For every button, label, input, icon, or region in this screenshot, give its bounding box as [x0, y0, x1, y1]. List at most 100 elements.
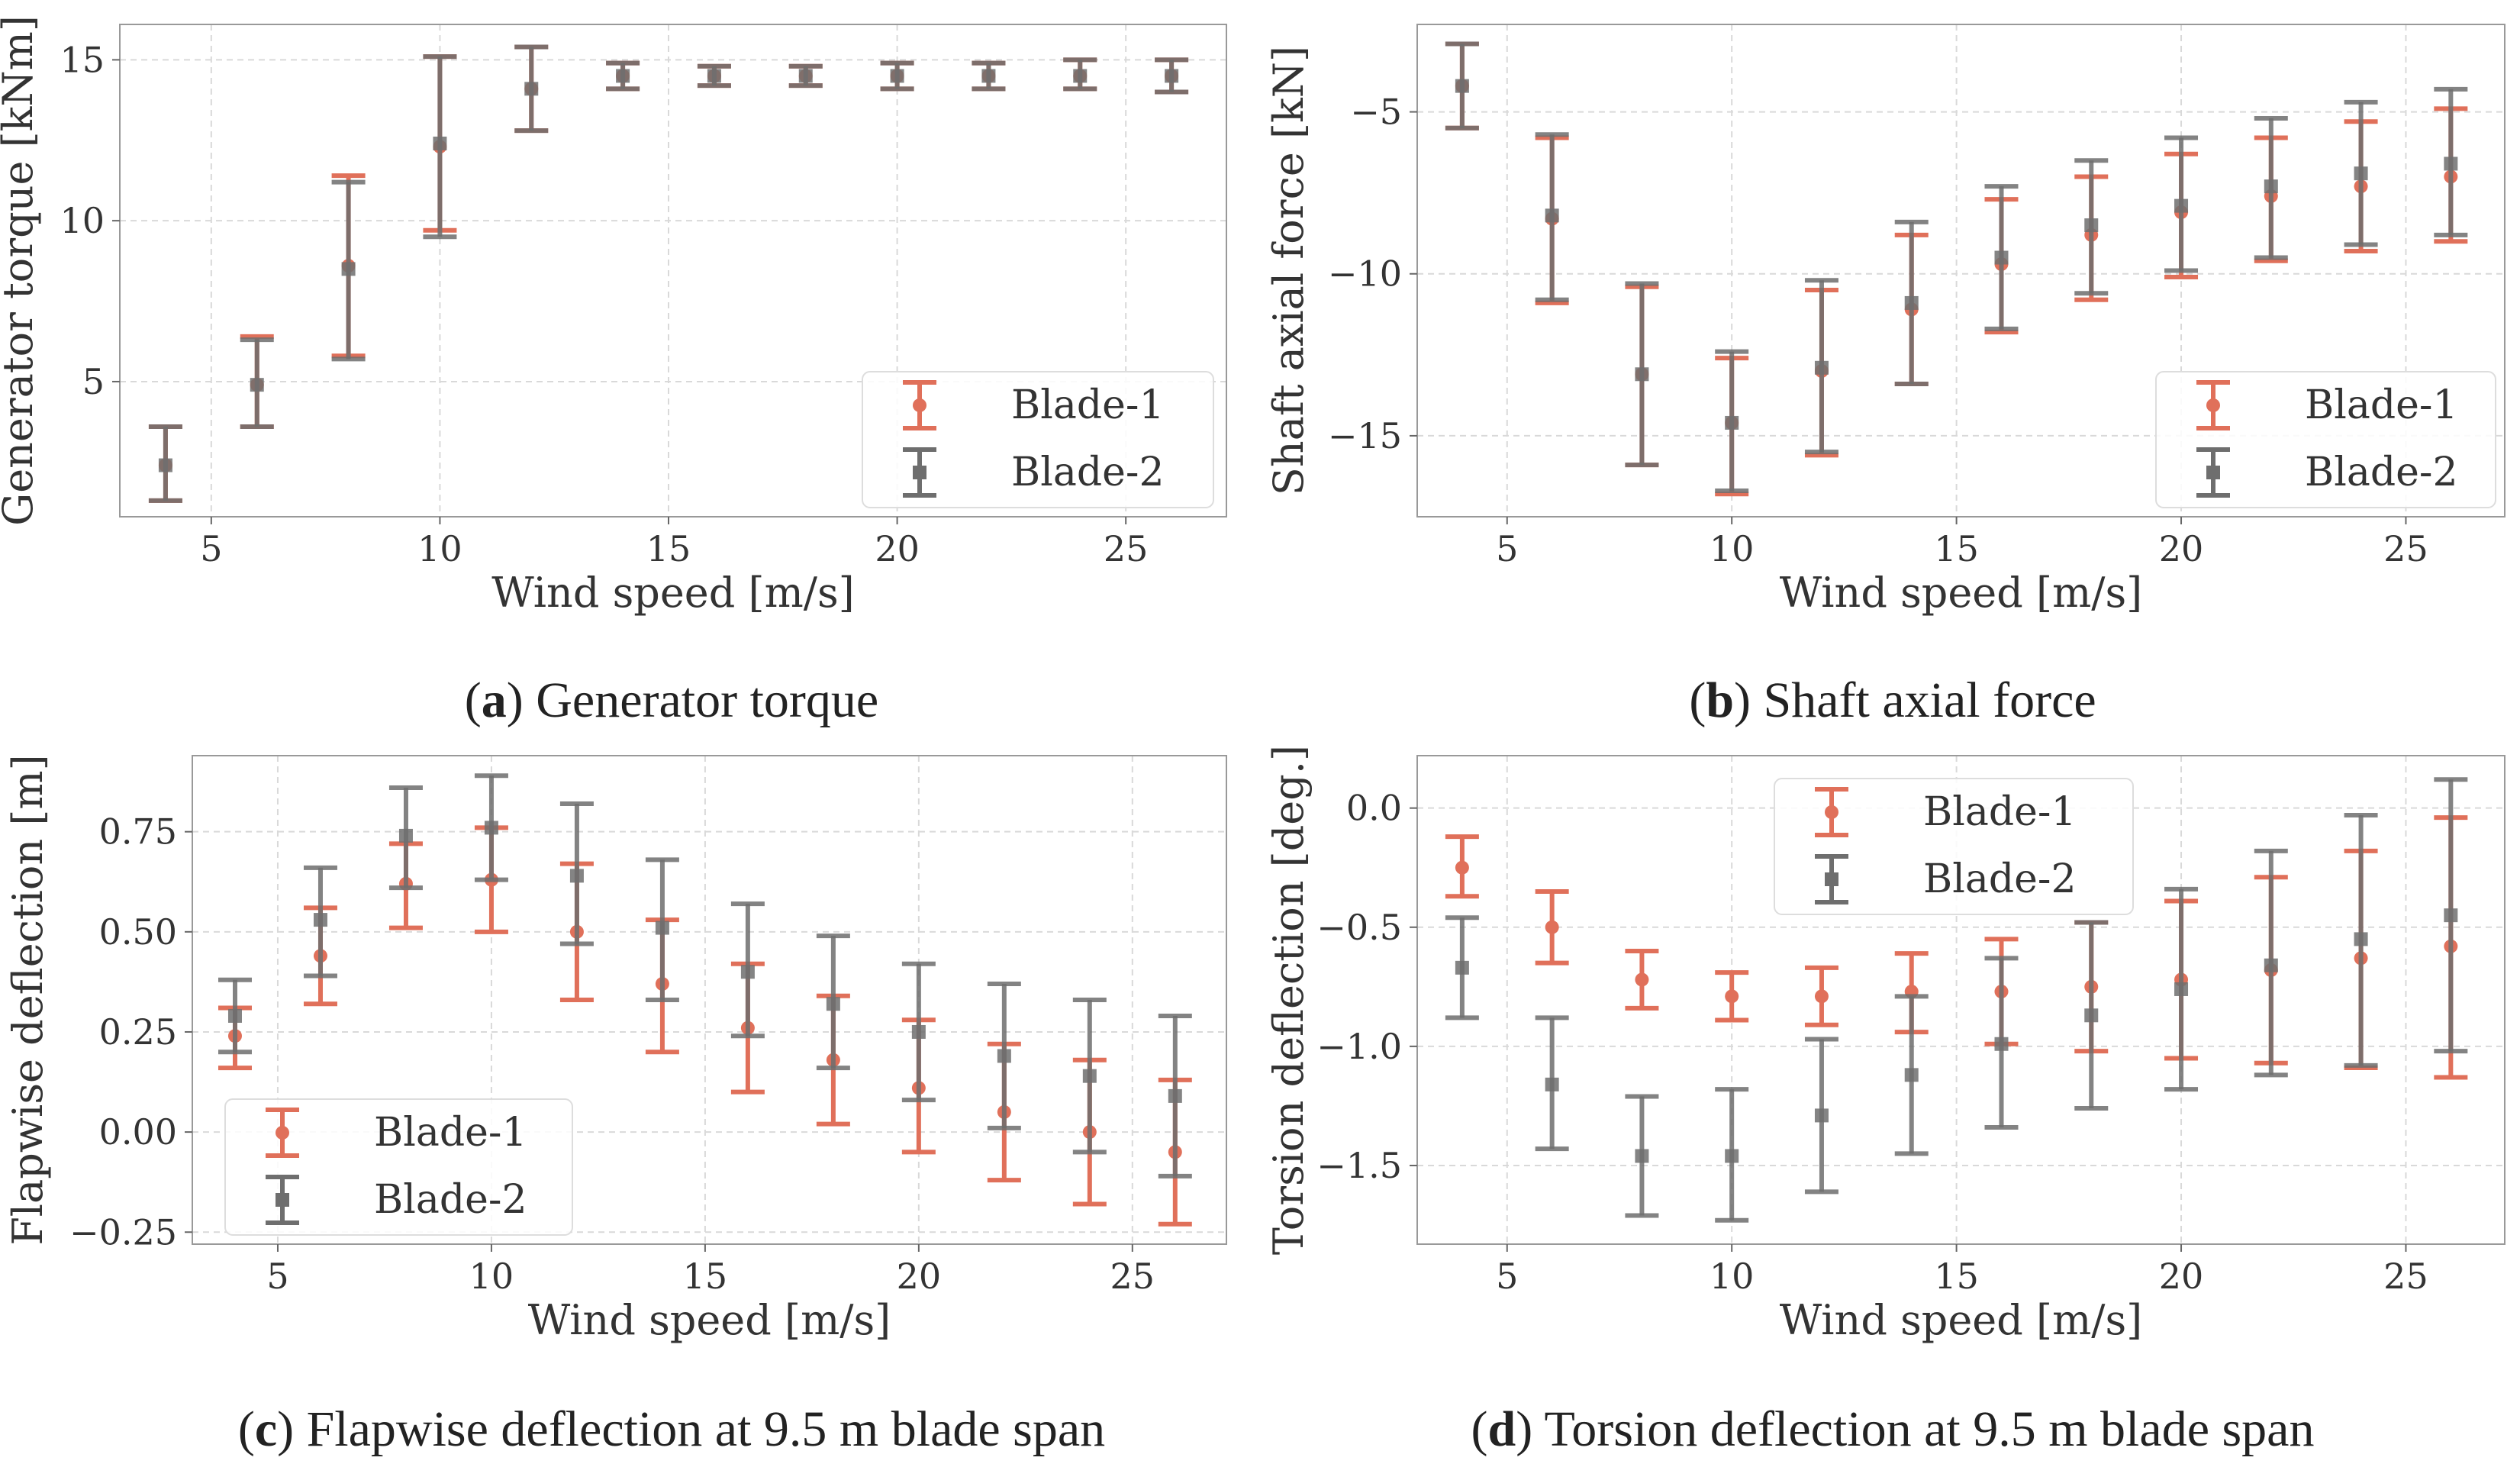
point-blade-2 — [227, 1008, 242, 1023]
point-blade-2 — [2444, 908, 2458, 923]
y-tick-label: 0.25 — [99, 1011, 177, 1053]
y-axis-label: Generator torque [kNm] — [0, 15, 42, 526]
chart-panel-flapwise-deflection-m-: 5 10 15 20 25 −0.25 0.00 0.25 0.50 0.75 Wind speed… — [4, 754, 1227, 1344]
y-tick-label: 0.0 — [1346, 788, 1402, 829]
caption-d: (d) Torsion deflection at 9.5 m blade sp… — [1471, 1401, 2315, 1457]
point-blade-2 — [1725, 415, 1739, 430]
x-tick-label: 25 — [2383, 1256, 2428, 1297]
y-tick-label: 0.50 — [99, 911, 177, 953]
x-tick-label: 5 — [1496, 528, 1518, 569]
point-blade-2 — [1814, 360, 1829, 375]
plot-frame — [119, 24, 1227, 518]
point-blade-2 — [2084, 218, 2099, 233]
y-axis-label: Torsion deflection [deg.] — [1265, 745, 1313, 1255]
x-tick-label: 10 — [417, 528, 462, 569]
y-tick-label: 0.75 — [99, 811, 177, 853]
point-blade-1 — [1725, 989, 1739, 1004]
chart-panel-shaft-axial-force-kn-: 5 10 15 20 25 −5 −10 −15 Wind speed [m/s] Shaft a… — [1265, 24, 2505, 617]
legend-box — [224, 1098, 573, 1236]
point-blade-2 — [997, 1049, 1011, 1063]
point-blade-2 — [707, 69, 721, 83]
y-tick-label: 15 — [60, 39, 105, 80]
point-blade-2 — [1725, 1149, 1739, 1163]
point-blade-2 — [740, 965, 755, 979]
legend: Blade-1 Blade-2 — [2155, 371, 2496, 508]
point-blade-2 — [484, 821, 498, 835]
y-tick-label: −10 — [1328, 253, 1402, 295]
y-tick-label: −0.25 — [69, 1211, 177, 1253]
point-blade-2 — [1082, 1069, 1097, 1083]
y-tick-label: −15 — [1328, 415, 1402, 456]
plot-frame — [1416, 24, 2505, 518]
plot-frame — [1416, 755, 2505, 1245]
legend-label: Blade-1 — [1011, 382, 1165, 428]
point-blade-2 — [2444, 156, 2458, 171]
x-tick-label: 15 — [683, 1256, 728, 1297]
x-axis-label: Wind speed [m/s] — [528, 1296, 891, 1344]
x-tick-label: 20 — [897, 1256, 942, 1297]
point-blade-2 — [1545, 1077, 1559, 1091]
point-blade-2 — [2354, 166, 2368, 181]
legend-marker-square — [2206, 466, 2220, 479]
y-tick-label: 10 — [60, 200, 105, 241]
legend-label: Blade-1 — [1923, 789, 2077, 835]
caption-a: (a) Generator torque — [464, 672, 879, 728]
point-blade-2 — [1994, 1037, 2009, 1051]
point-blade-2 — [341, 262, 356, 276]
point-blade-2 — [2264, 179, 2278, 194]
y-tick-label: −1.5 — [1316, 1145, 1402, 1186]
x-tick-label: 15 — [1934, 528, 1979, 569]
legend-marker-square — [913, 466, 926, 479]
y-axis-label: Shaft axial force [kN] — [1265, 46, 1313, 495]
point-blade-2 — [2354, 932, 2368, 946]
y-tick-label: −5 — [1350, 92, 1402, 133]
point-blade-2 — [1165, 69, 1179, 83]
legend-label: Blade-1 — [2305, 382, 2458, 428]
legend-box — [1774, 778, 2134, 915]
point-blade-2 — [1814, 1108, 1829, 1123]
point-blade-2 — [1904, 295, 1919, 310]
point-blade-2 — [1073, 69, 1088, 83]
point-blade-2 — [1994, 250, 2009, 265]
point-blade-1 — [1635, 972, 1649, 987]
legend: Blade-1 Blade-2 — [862, 371, 1214, 508]
point-blade-2 — [911, 1024, 926, 1039]
legend-marker-circle — [1825, 805, 1838, 819]
legend-label: Blade-1 — [374, 1110, 527, 1156]
x-tick-label: 5 — [200, 528, 222, 569]
y-axis-label: Flapwise deflection [m] — [4, 754, 52, 1245]
point-blade-2 — [1635, 367, 1649, 382]
plot-frame — [192, 755, 1227, 1245]
legend-box — [862, 371, 1214, 508]
point-blade-2 — [798, 69, 813, 83]
x-tick-label: 20 — [2159, 1256, 2204, 1297]
x-tick-label: 10 — [1710, 528, 1755, 569]
point-blade-2 — [1545, 208, 1559, 223]
point-blade-2 — [1168, 1088, 1182, 1103]
x-axis-label: Wind speed [m/s] — [1780, 569, 2143, 617]
point-blade-2 — [2174, 198, 2189, 213]
legend-marker-square — [276, 1193, 289, 1207]
x-tick-label: 25 — [1104, 528, 1149, 569]
point-blade-2 — [250, 378, 264, 392]
legend-marker-square — [1825, 872, 1838, 886]
x-tick-label: 10 — [469, 1256, 514, 1297]
x-tick-label: 20 — [2159, 528, 2204, 569]
x-tick-label: 25 — [1110, 1256, 1155, 1297]
point-blade-2 — [569, 869, 584, 883]
point-blade-2 — [524, 82, 539, 96]
caption-c: (c) Flapwise deflection at 9.5 m blade s… — [237, 1401, 1106, 1457]
caption-b: (b) Shaft axial force — [1689, 672, 2096, 728]
chart-panel-torsion-deflection-deg-: 5 10 15 20 25 −1.5 −1.0 −0.5 0.0 Wind speed [m/s]… — [1265, 745, 2505, 1344]
point-blade-2 — [826, 997, 840, 1011]
point-blade-1 — [1814, 989, 1829, 1004]
point-blade-2 — [2084, 1008, 2099, 1023]
legend-box — [2155, 371, 2496, 508]
point-blade-2 — [2264, 958, 2278, 972]
point-blade-1 — [1455, 860, 1469, 875]
point-blade-2 — [313, 913, 327, 927]
point-blade-2 — [2174, 982, 2189, 996]
point-blade-2 — [655, 921, 669, 935]
legend-label: Blade-2 — [2305, 450, 2458, 495]
